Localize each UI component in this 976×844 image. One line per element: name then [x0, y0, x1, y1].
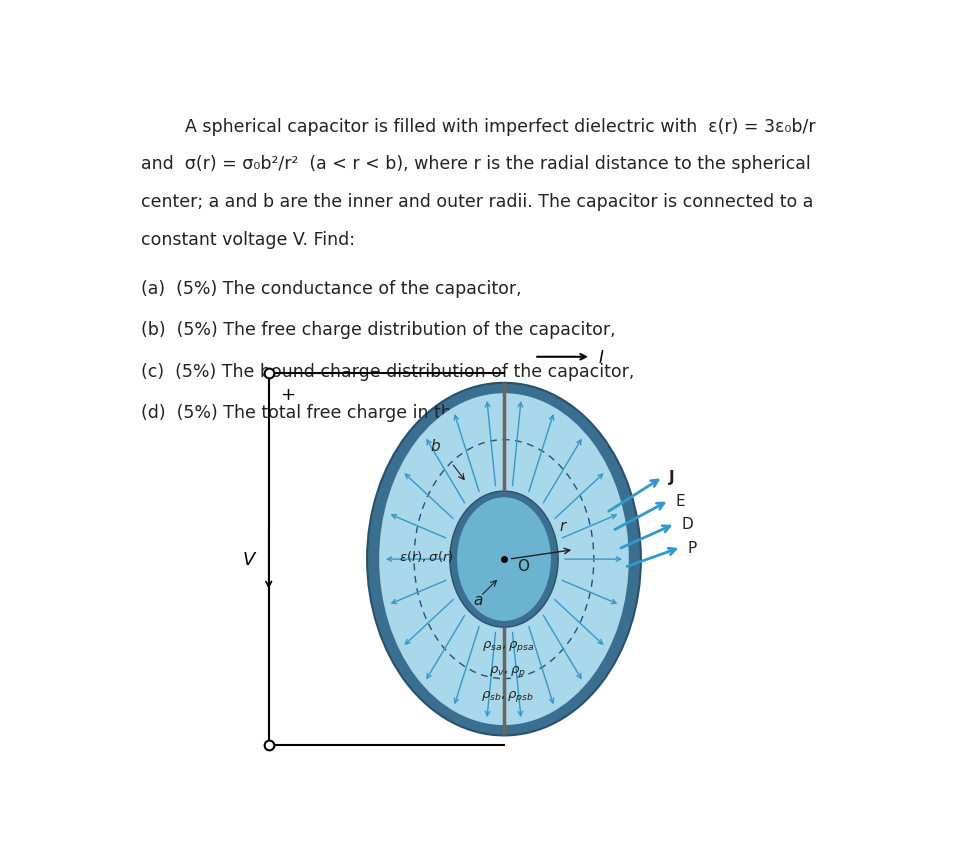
- Text: (d)  (5%) The total free charge in the capacitor.: (d) (5%) The total free charge in the ca…: [141, 404, 553, 422]
- Text: a: a: [473, 592, 483, 607]
- Text: V: V: [243, 550, 255, 569]
- Text: J: J: [670, 470, 674, 484]
- Text: $\rho_{sb},\rho_{psb}$: $\rho_{sb},\rho_{psb}$: [481, 688, 534, 703]
- Text: O: O: [517, 558, 529, 573]
- Text: $\rho_v,\rho_p$: $\rho_v,\rho_p$: [489, 663, 526, 678]
- Text: I: I: [598, 349, 603, 366]
- Ellipse shape: [450, 491, 558, 627]
- Text: (b)  (5%) The free charge distribution of the capacitor,: (b) (5%) The free charge distribution of…: [141, 321, 616, 339]
- Text: D: D: [681, 517, 693, 532]
- Ellipse shape: [379, 393, 629, 725]
- Text: E: E: [675, 493, 685, 508]
- Text: center; a and b are the inner and outer radii. The capacitor is connected to a: center; a and b are the inner and outer …: [141, 193, 813, 211]
- Text: (a)  (5%) The conductance of the capacitor,: (a) (5%) The conductance of the capacito…: [141, 279, 521, 298]
- Text: constant voltage V. Find:: constant voltage V. Find:: [141, 230, 355, 249]
- Text: r: r: [559, 519, 566, 533]
- Ellipse shape: [457, 498, 550, 621]
- Text: A spherical capacitor is filled with imperfect dielectric with  ε(r) = 3ε₀b/r: A spherical capacitor is filled with imp…: [184, 117, 816, 136]
- Ellipse shape: [367, 383, 641, 736]
- Text: +: +: [280, 385, 295, 403]
- Text: b: b: [430, 439, 440, 453]
- Text: P: P: [687, 540, 697, 555]
- Text: (c)  (5%) The bound charge distribution of the capacitor,: (c) (5%) The bound charge distribution o…: [141, 363, 634, 381]
- Text: $\varepsilon(r),\sigma(r)$: $\varepsilon(r),\sigma(r)$: [398, 549, 453, 564]
- Text: $\rho_{sa},\rho_{psa}$: $\rho_{sa},\rho_{psa}$: [481, 638, 534, 653]
- Text: and  σ(r) = σ₀b²/r²  (a < r < b), where r is the radial distance to the spherica: and σ(r) = σ₀b²/r² (a < r < b), where r …: [141, 155, 811, 173]
